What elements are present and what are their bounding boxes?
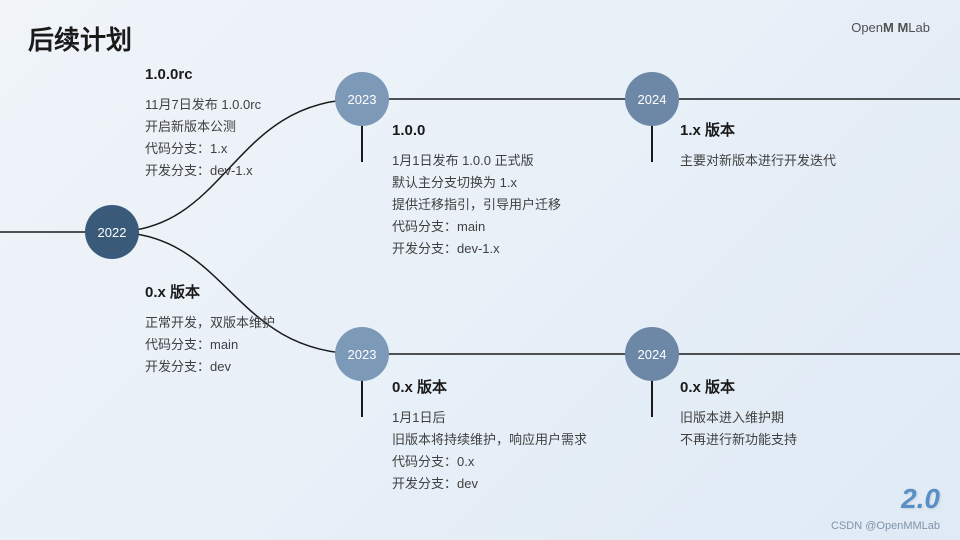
block-heading: 0.x 版本 — [392, 375, 587, 401]
node-tick — [651, 126, 653, 162]
block-heading: 0.x 版本 — [680, 375, 797, 401]
block-line: 正常开发，双版本维护 — [145, 312, 275, 334]
block-line: 开发分支：dev — [145, 356, 275, 378]
block-line: 1月1日发布 1.0.0 正式版 — [392, 150, 561, 172]
year-node-2022: 2022 — [85, 205, 139, 259]
logo: OpenM MLab — [851, 20, 930, 35]
year-node-2023: 2023 — [335, 327, 389, 381]
block-heading: 1.x 版本 — [680, 118, 836, 144]
version-badge: 2.0 — [901, 483, 940, 515]
block-line: 1月1日后 — [392, 407, 587, 429]
block-line: 旧版本将持续维护，响应用户需求 — [392, 429, 587, 451]
block-line: 开启新版本公测 — [145, 116, 261, 138]
node-tick — [651, 381, 653, 417]
page-title: 后续计划 — [28, 20, 132, 57]
text-block: 0.x 版本 1月1日后旧版本将持续维护，响应用户需求代码分支：0.x开发分支：d… — [392, 375, 587, 495]
block-line: 代码分支：main — [145, 334, 275, 356]
year-label: 2024 — [638, 92, 667, 107]
block-line: 代码分支：1.x — [145, 138, 261, 160]
text-block: 1.0.0rc 11月7日发布 1.0.0rc开启新版本公测代码分支：1.x开发分… — [145, 62, 261, 182]
text-block: 0.x 版本旧版本进入维护期不再进行新功能支持 — [680, 375, 797, 451]
block-line: 旧版本进入维护期 — [680, 407, 797, 429]
block-line: 代码分支：main — [392, 216, 561, 238]
year-node-2023: 2023 — [335, 72, 389, 126]
logo-mid: M M — [883, 20, 908, 35]
block-line: 11月7日发布 1.0.0rc — [145, 94, 261, 116]
block-heading: 1.0.0 — [392, 118, 561, 144]
block-line: 开发分支：dev — [392, 473, 587, 495]
text-block: 1.x 版本主要对新版本进行开发迭代 — [680, 118, 836, 172]
year-label: 2022 — [98, 225, 127, 240]
block-line: 提供迁移指引，引导用户迁移 — [392, 194, 561, 216]
block-heading: 0.x 版本 — [145, 280, 275, 306]
node-tick — [361, 381, 363, 417]
logo-suffix: Lab — [908, 20, 930, 35]
block-heading: 1.0.0rc — [145, 62, 261, 88]
text-block: 1.0.0 1月1日发布 1.0.0 正式版默认主分支切换为 1.x提供迁移指引，… — [392, 118, 561, 260]
block-line: 默认主分支切换为 1.x — [392, 172, 561, 194]
year-label: 2023 — [348, 347, 377, 362]
block-line: 代码分支：0.x — [392, 451, 587, 473]
logo-prefix: Open — [851, 20, 883, 35]
block-line: 不再进行新功能支持 — [680, 429, 797, 451]
year-label: 2023 — [348, 92, 377, 107]
watermark: CSDN @OpenMMLab — [831, 520, 940, 532]
year-node-2024: 2024 — [625, 72, 679, 126]
text-block: 0.x 版本正常开发，双版本维护代码分支：main开发分支：dev — [145, 280, 275, 378]
node-tick — [361, 126, 363, 162]
year-node-2024: 2024 — [625, 327, 679, 381]
block-line: 主要对新版本进行开发迭代 — [680, 150, 836, 172]
year-label: 2024 — [638, 347, 667, 362]
block-line: 开发分支：dev-1.x — [392, 238, 561, 260]
block-line: 开发分支：dev-1.x — [145, 160, 261, 182]
